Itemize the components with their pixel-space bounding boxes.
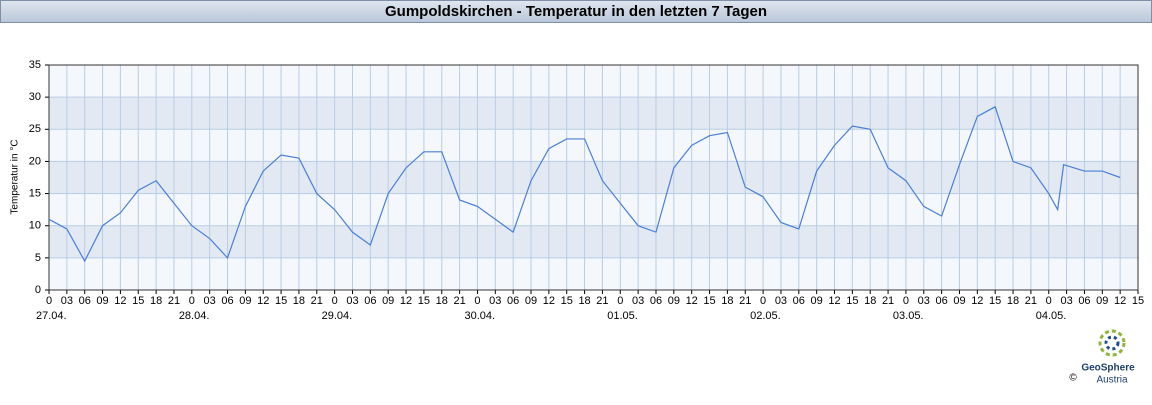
x-tick-label: 12 <box>257 295 269 307</box>
x-tick-label: 18 <box>578 295 590 307</box>
x-tick-label: 03 <box>204 295 216 307</box>
x-tick-label: 21 <box>453 295 465 307</box>
band <box>49 225 1138 258</box>
y-tick-label: 25 <box>29 123 41 135</box>
x-tick-label: 18 <box>150 295 162 307</box>
date-label: 04.05. <box>1036 310 1067 322</box>
date-label: 27.04. <box>36 310 67 322</box>
date-label: 29.04. <box>322 310 353 322</box>
x-tick-label: 21 <box>311 295 323 307</box>
plot-border <box>48 64 1139 291</box>
x-tick-label: 0 <box>617 295 623 307</box>
x-tick-label: 09 <box>668 295 680 307</box>
x-tick-label: 03 <box>1060 295 1072 307</box>
x-tick-label: 09 <box>953 295 965 307</box>
logo-mark <box>1098 329 1126 357</box>
x-tick-label: 15 <box>132 295 144 307</box>
x-tick-label: 12 <box>400 295 412 307</box>
y-tick-label: 10 <box>29 220 41 232</box>
x-tick-label: 0 <box>760 295 766 307</box>
x-tick-label: 09 <box>811 295 823 307</box>
x-tick-label: 03 <box>61 295 73 307</box>
x-tick-label: 21 <box>739 295 751 307</box>
date-label: 01.05. <box>607 310 638 322</box>
x-tick-label: 12 <box>114 295 126 307</box>
x-tick-label: 15 <box>1132 295 1144 307</box>
x-tick-label: 0 <box>1046 295 1052 307</box>
y-axis-label: Temperatur in °C <box>10 139 21 214</box>
x-tick-label: 15 <box>846 295 858 307</box>
x-tick-label: 21 <box>882 295 894 307</box>
x-tick-label: 0 <box>332 295 338 307</box>
x-tick-label: 06 <box>1078 295 1090 307</box>
x-tick-label: 06 <box>650 295 662 307</box>
date-label: 28.04. <box>179 310 210 322</box>
x-tick-label: 06 <box>793 295 805 307</box>
x-tick-label: 09 <box>96 295 108 307</box>
x-tick-label: 12 <box>828 295 840 307</box>
x-tick-label: 03 <box>346 295 358 307</box>
temperature-line <box>48 105 1121 263</box>
x-tick-label: 06 <box>79 295 91 307</box>
x-tick-label: 12 <box>543 295 555 307</box>
x-tick-label: 09 <box>525 295 537 307</box>
logo-mark <box>1104 335 1120 351</box>
x-tick-label: 15 <box>703 295 715 307</box>
x-tick-label: 0 <box>46 295 52 307</box>
logo-name: GeoSphere <box>1081 363 1135 374</box>
x-tick-label: 18 <box>1007 295 1019 307</box>
date-label: 30.04. <box>464 310 495 322</box>
x-tick-label: 18 <box>864 295 876 307</box>
x-tick-label: 18 <box>293 295 305 307</box>
x-tick-label: 21 <box>1025 295 1037 307</box>
y-tick-label: 0 <box>35 284 41 296</box>
x-tick-label: 15 <box>561 295 573 307</box>
x-tick-label: 15 <box>989 295 1001 307</box>
y-tick-label: 20 <box>29 155 41 167</box>
y-tick-label: 5 <box>35 252 41 264</box>
x-tick-label: 12 <box>1114 295 1126 307</box>
x-tick-label: 09 <box>382 295 394 307</box>
x-tick-label: 18 <box>436 295 448 307</box>
x-tick-label: 12 <box>971 295 983 307</box>
x-tick-label: 0 <box>189 295 195 307</box>
x-tick-label: 06 <box>935 295 947 307</box>
x-tick-label: 06 <box>364 295 376 307</box>
x-tick-label: 06 <box>507 295 519 307</box>
x-tick-label: 09 <box>239 295 251 307</box>
x-tick-label: 21 <box>596 295 608 307</box>
x-tick-label: 03 <box>918 295 930 307</box>
x-tick-label: 21 <box>168 295 180 307</box>
x-tick-label: 06 <box>221 295 233 307</box>
y-tick-label: 30 <box>29 91 41 103</box>
band <box>49 161 1138 194</box>
copyright: © <box>1069 373 1077 384</box>
y-tick-label: 35 <box>29 59 41 71</box>
x-tick-label: 09 <box>1096 295 1108 307</box>
date-label: 03.05. <box>893 310 924 322</box>
chart-title: Gumpoldskirchen - Temperatur in den letz… <box>385 3 767 20</box>
logo-sub: Austria <box>1096 375 1128 386</box>
x-tick-label: 18 <box>721 295 733 307</box>
x-tick-label: 03 <box>489 295 501 307</box>
y-tick-label: 15 <box>29 187 41 199</box>
x-tick-label: 0 <box>474 295 480 307</box>
band <box>49 97 1138 130</box>
x-tick-label: 0 <box>903 295 909 307</box>
x-tick-label: 15 <box>275 295 287 307</box>
x-tick-label: 15 <box>418 295 430 307</box>
x-tick-label: 12 <box>686 295 698 307</box>
x-tick-label: 03 <box>775 295 787 307</box>
logo: GeoSphere Austria © <box>1069 329 1135 386</box>
x-tick-label: 03 <box>632 295 644 307</box>
date-label: 02.05. <box>750 310 781 322</box>
